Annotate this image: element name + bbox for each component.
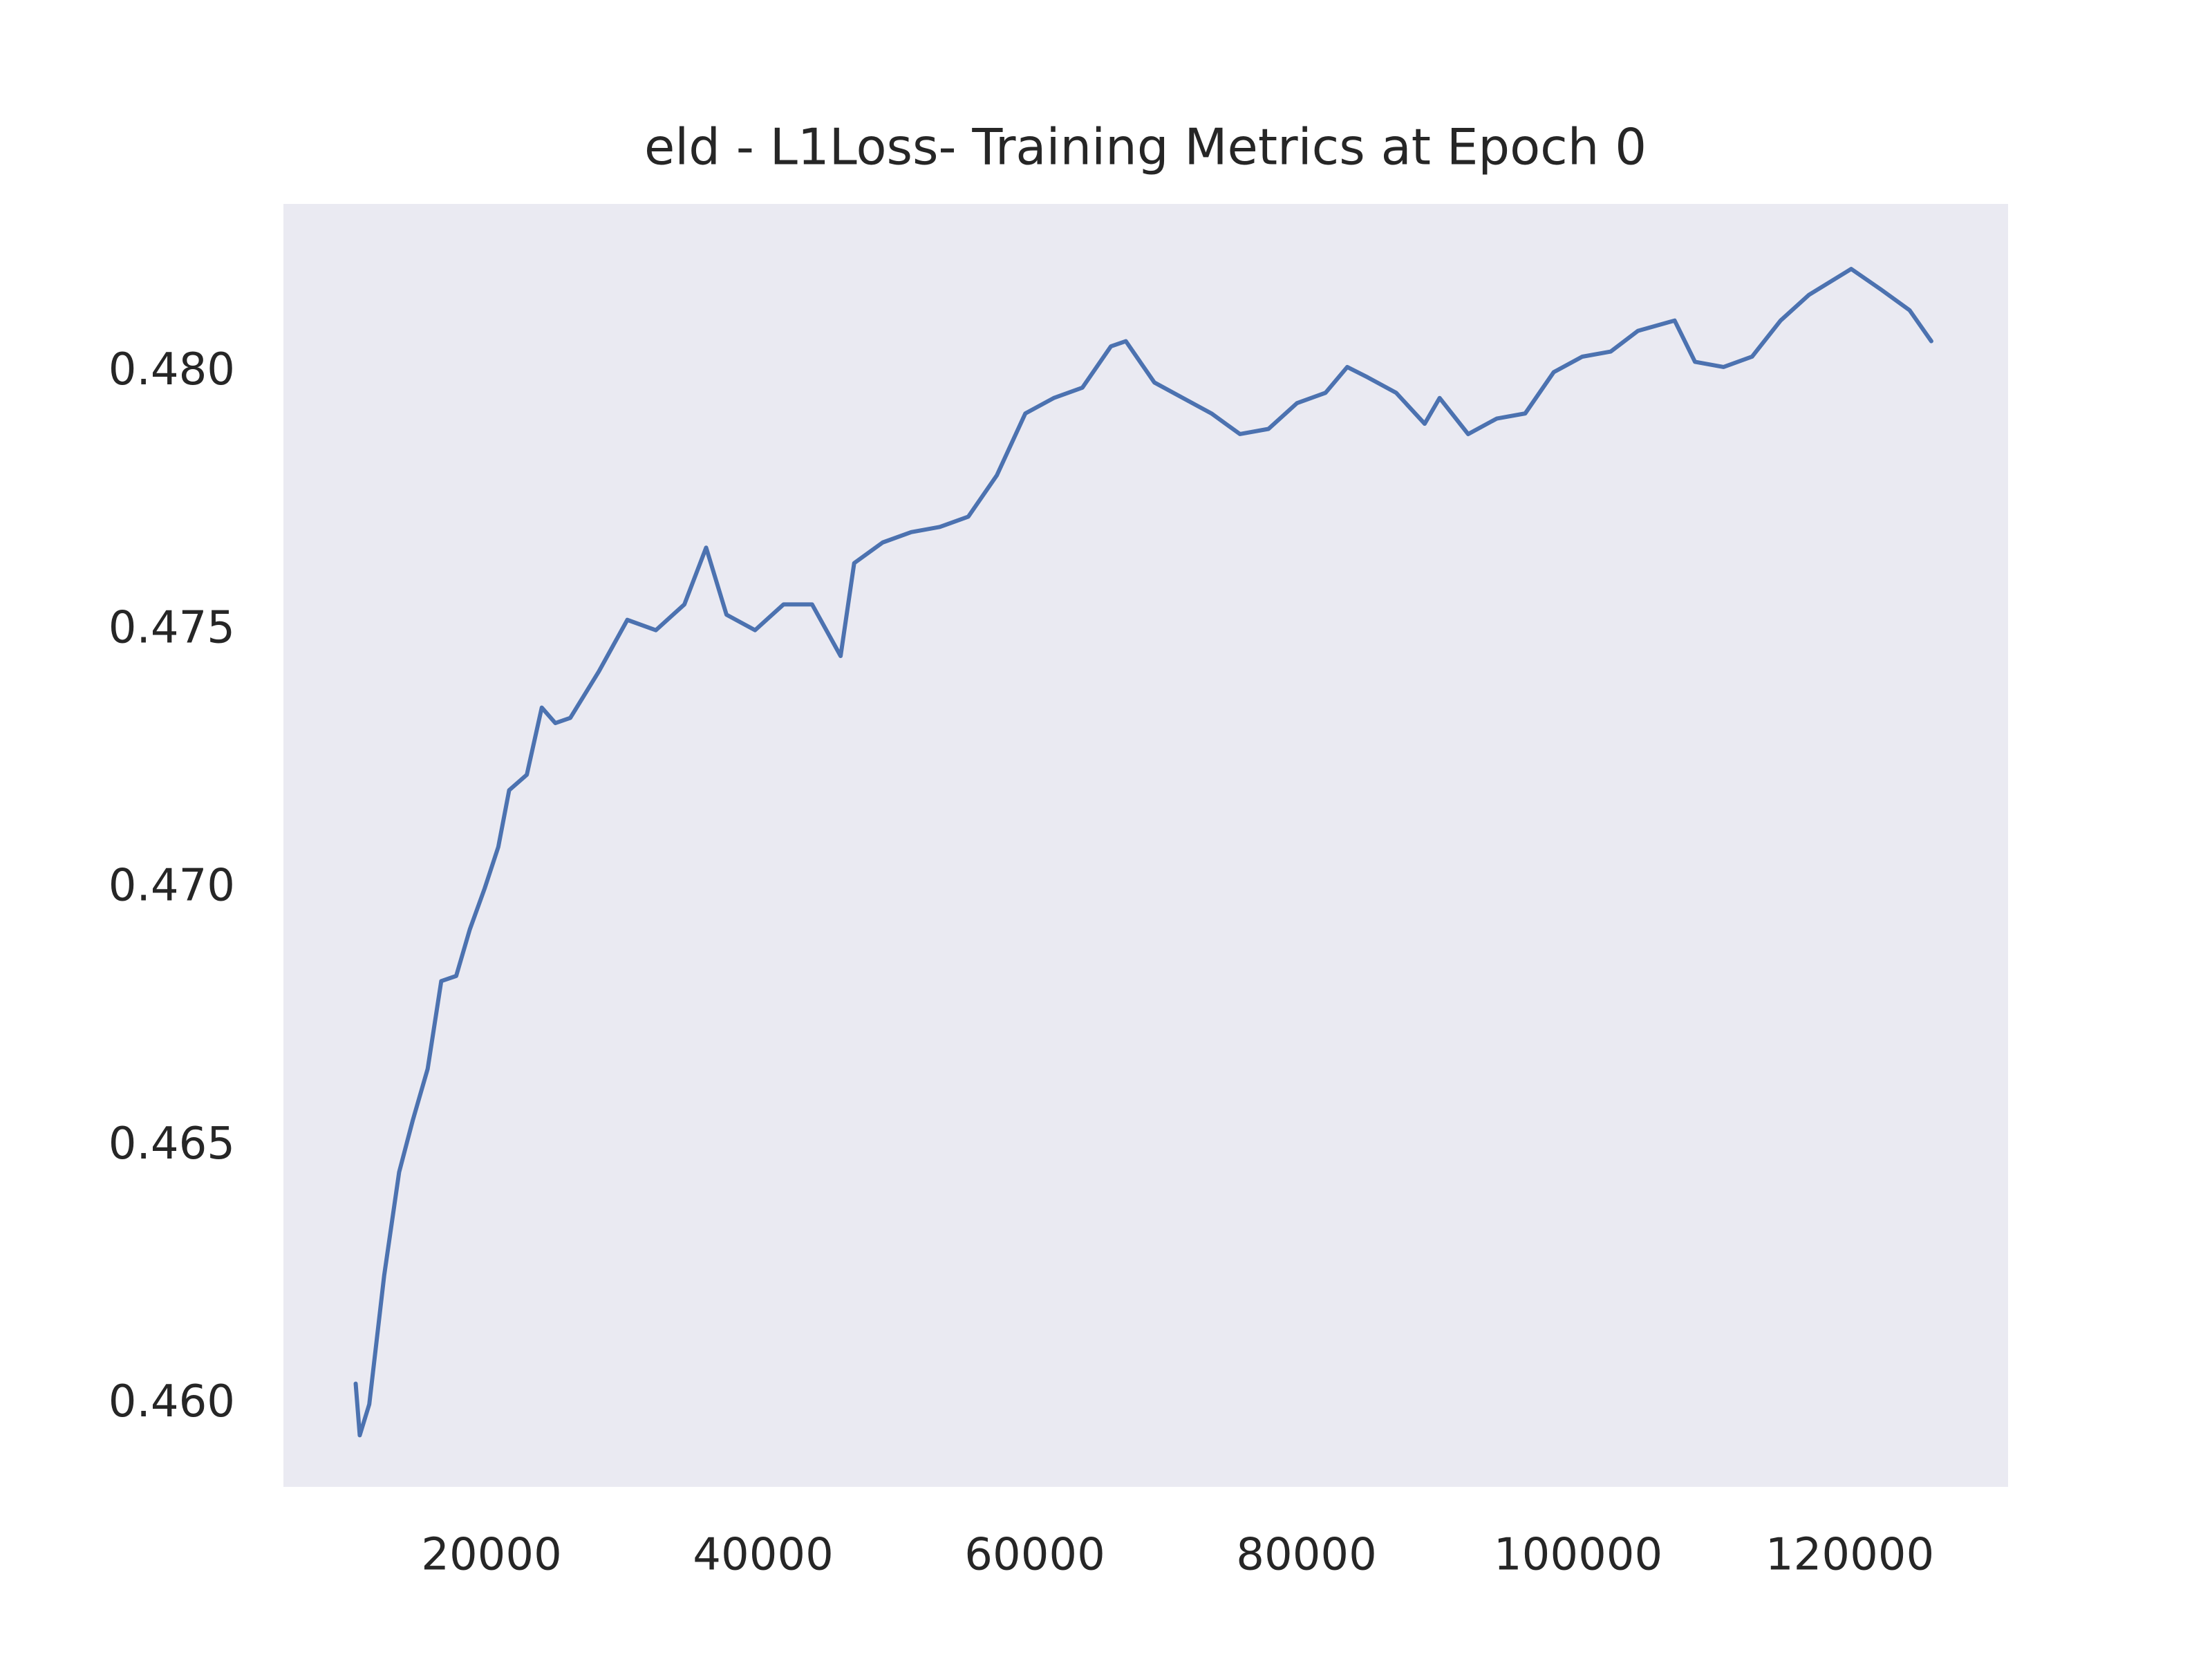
y-tick-label: 0.460 — [109, 1376, 235, 1427]
line-series — [353, 267, 1933, 1438]
x-tick-label: 100000 — [1494, 1530, 1662, 1581]
x-tick-label: 80000 — [1236, 1530, 1377, 1581]
x-tick-label: 60000 — [964, 1530, 1105, 1581]
y-tick-label: 0.470 — [109, 861, 235, 912]
y-tick-label: 0.465 — [109, 1118, 235, 1170]
plot-area — [283, 204, 2008, 1487]
x-tick-label: 120000 — [1765, 1530, 1934, 1581]
y-tick-label: 0.475 — [109, 602, 235, 653]
y-tick-label: 0.480 — [109, 344, 235, 395]
x-tick-label: 40000 — [693, 1530, 834, 1581]
x-tick-label: 20000 — [421, 1530, 562, 1581]
chart-title: eld - L1Loss- Training Metrics at Epoch … — [644, 118, 1647, 176]
